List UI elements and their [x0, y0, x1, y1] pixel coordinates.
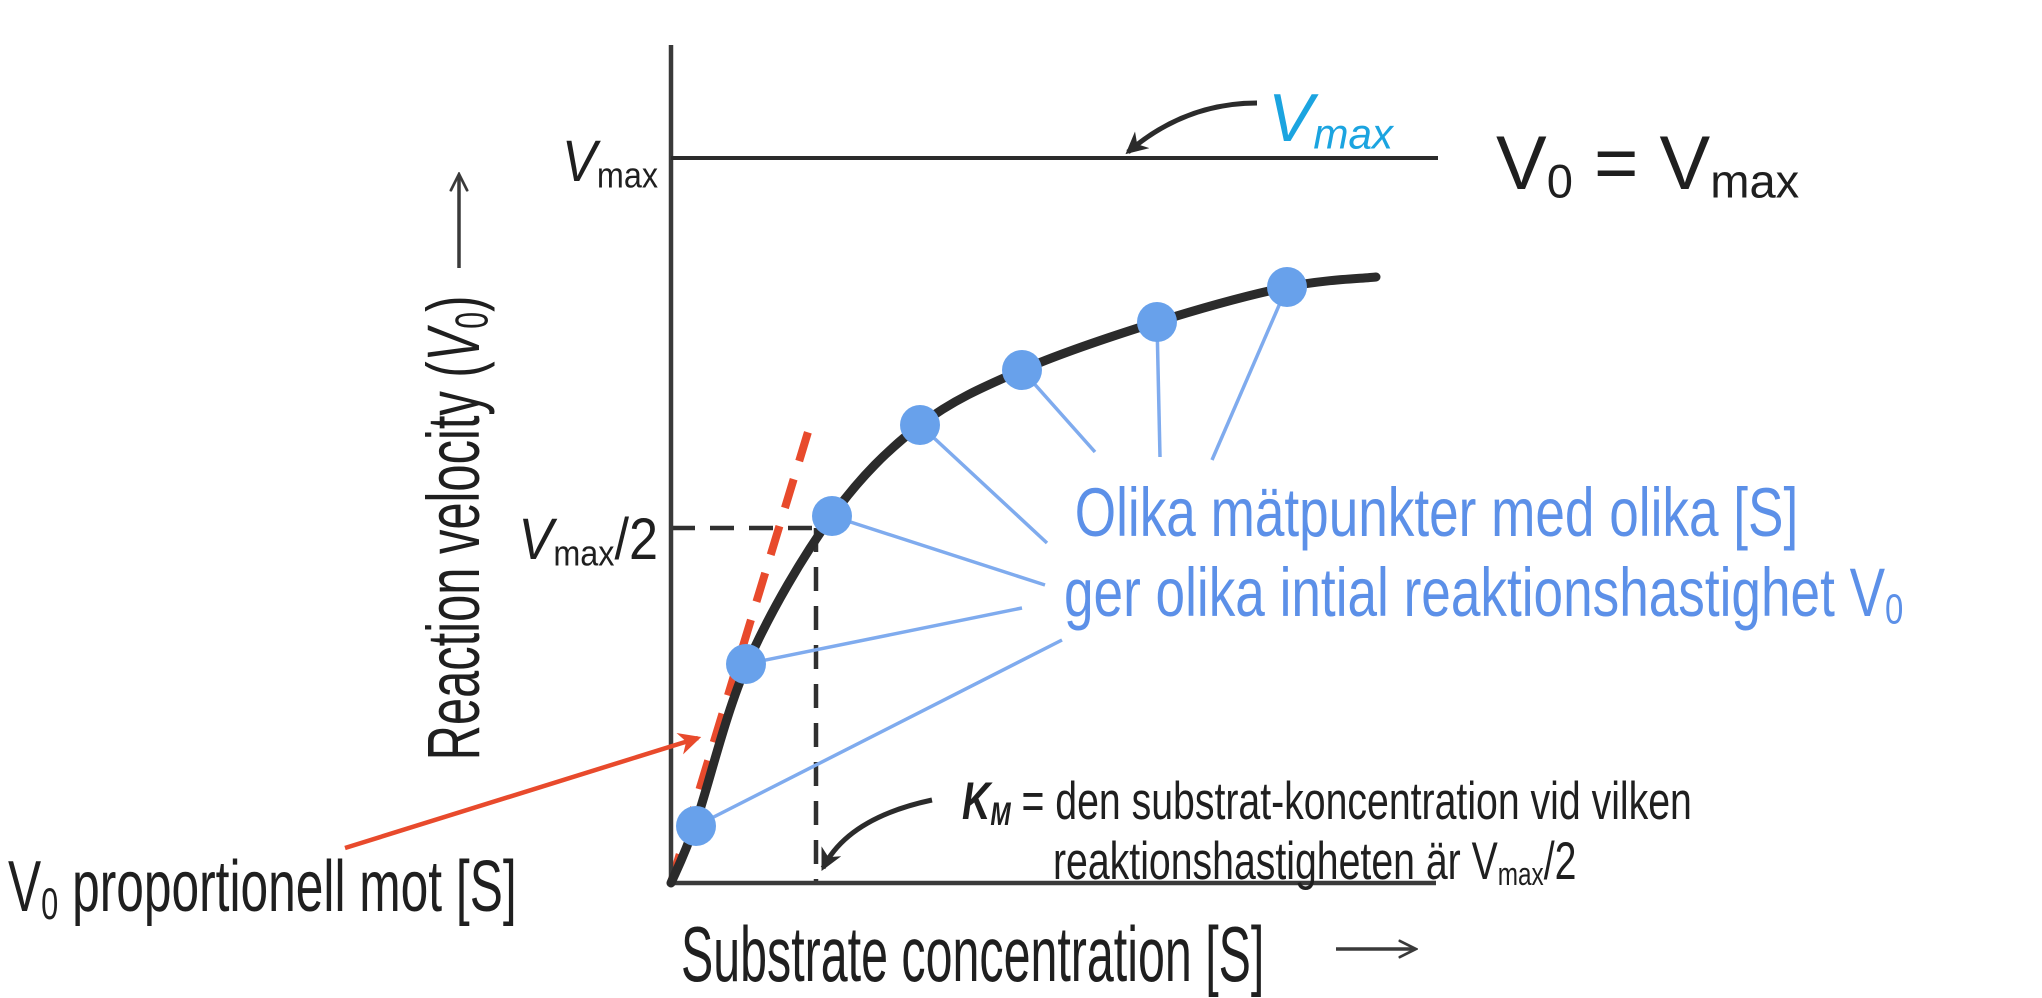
v0-equals-vmax-label: V0 = Vmax [1496, 122, 1799, 207]
data-point-callout-line [918, 423, 1049, 545]
vmax-tick-label: Vmax [489, 130, 658, 195]
data-point [1137, 302, 1177, 342]
vmax-tick-sub: max [596, 154, 658, 196]
blue-note-line2-sub: 0 [1885, 585, 1904, 634]
y-axis-sub: 0 [445, 311, 498, 329]
vmax-half-post: /2 [614, 507, 658, 572]
v0-proportional-note: V0 proportionell mot [S] [8, 847, 517, 930]
y-axis-title: Reaction velocity (V0) [412, 295, 498, 761]
x-axis-title: Substrate concentration [S] [681, 910, 1265, 998]
data-point [676, 806, 716, 846]
v0eq-v1: V [1496, 121, 1547, 206]
data-point-callout-line [745, 606, 1023, 666]
data-point [900, 405, 940, 445]
data-point-callout-line [1155, 321, 1162, 458]
km-line2-pre: reaktionshastigheten är V [1053, 832, 1498, 891]
vmax-half-v: V [518, 507, 554, 572]
v0eq-sub2: max [1710, 154, 1800, 208]
y-axis-post: ) [412, 295, 496, 312]
y-axis-pre: Reaction velocity ( [412, 361, 496, 761]
data-point-callout-line [831, 514, 1046, 587]
data-point-callout-line [1210, 286, 1289, 461]
y-axis-v: V [412, 328, 496, 362]
vmax-callout-label: Vmax [1268, 81, 1393, 158]
km-line2-sub: max [1497, 854, 1544, 892]
v0-prop-sub: 0 [41, 880, 59, 930]
data-point-callout-line [695, 638, 1063, 828]
km-line2-post: /2 [1543, 832, 1577, 891]
vmax-callout-arrow [1125, 100, 1258, 155]
v0eq-sub1: 0 [1546, 154, 1573, 208]
measurement-points-note: Olika mätpunkter med olika [S] ger olika… [1064, 473, 1903, 650]
vmax-callout-v: V [1268, 80, 1314, 156]
data-point [1002, 350, 1042, 390]
data-point [812, 496, 852, 536]
measurement-points-note-line1: Olika mätpunkter med olika [S] [1074, 474, 1799, 551]
measurement-points-note-line2: ger olika intial reaktionshastighet V0 [1064, 553, 1903, 650]
data-point [726, 644, 766, 684]
v0-prop-v: V [8, 847, 42, 927]
data-point [1267, 267, 1307, 307]
km-k-sub: M [990, 794, 1011, 832]
vmax-tick-v: V [562, 129, 597, 194]
v0eq-v2: V [1659, 121, 1711, 206]
km-k: K [962, 772, 991, 831]
vmax-callout-sub: max [1313, 110, 1393, 158]
km-definition-line1: KM = den substrat-koncentration vid vilk… [962, 772, 1692, 832]
km-line1-rest: = den substrat-koncentration vid vilken [1010, 772, 1692, 831]
km-definition-line2: reaktionshastigheten är Vmax/2 [1053, 832, 1577, 892]
km-callout-arrow [820, 797, 933, 871]
proportional-region-arrow [344, 732, 702, 851]
v0-prop-rest: proportionell mot [S] [58, 847, 517, 927]
blue-note-line2-pre: ger olika intial reaktionshastighet V [1064, 554, 1886, 631]
vmax-half-sub: max [553, 532, 615, 574]
v0eq-eq: = [1572, 121, 1660, 206]
vmax-half-tick-label: Vmax/2 [462, 508, 658, 573]
